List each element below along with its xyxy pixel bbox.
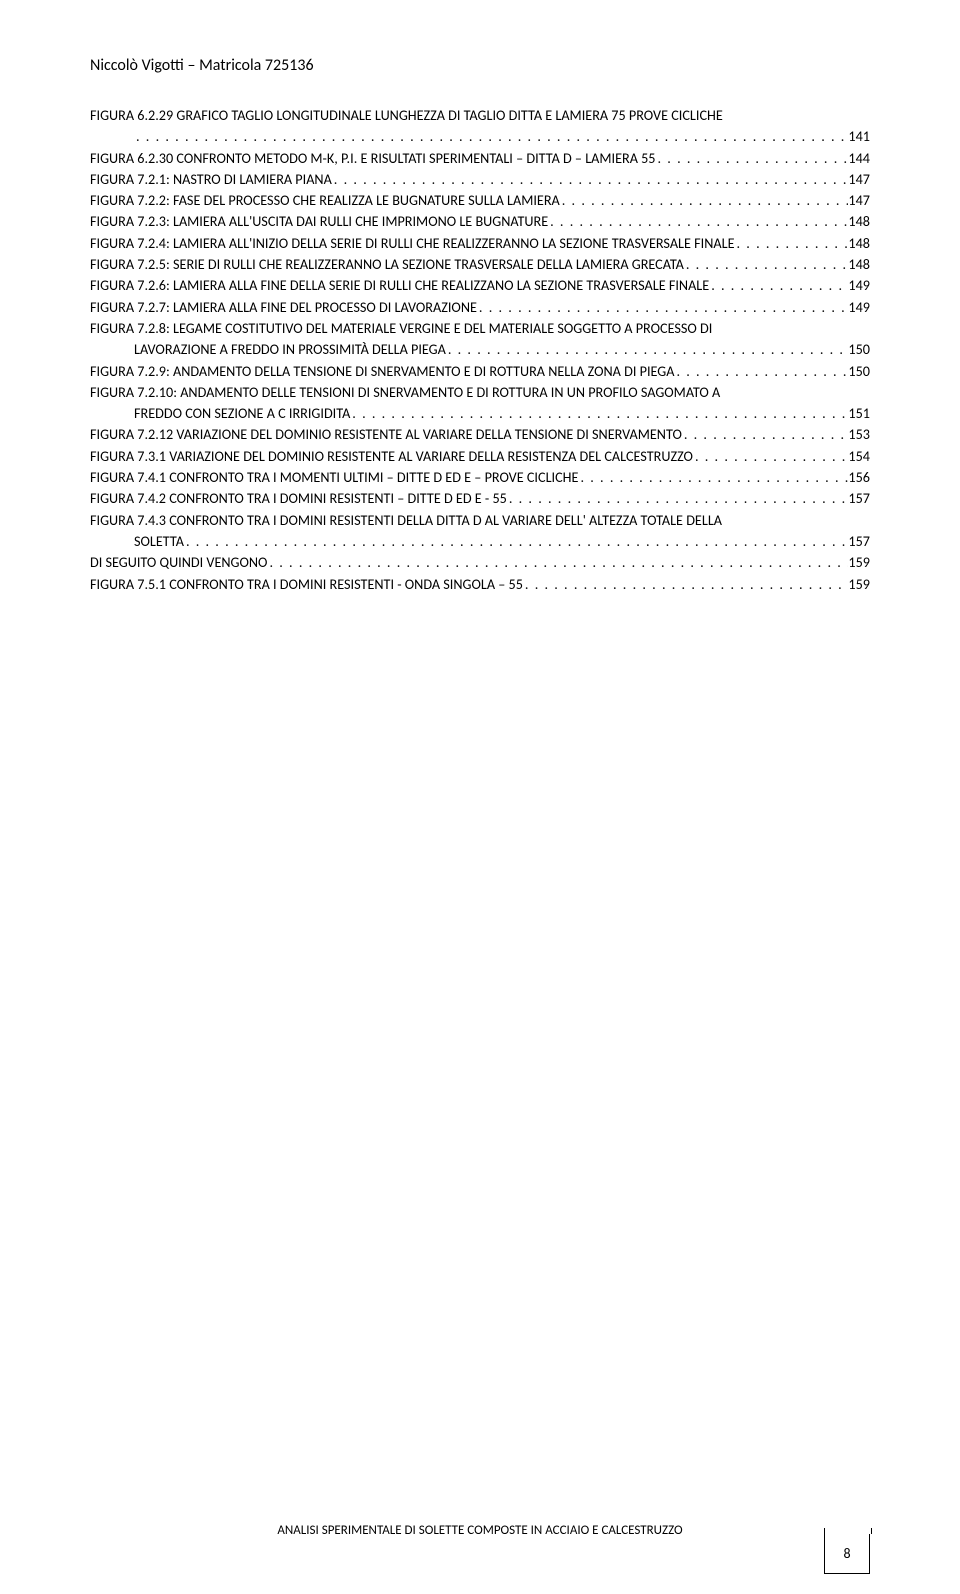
toc-leader-dots: . . . . . . . . . . . . . . . . . . . . … [332, 169, 849, 190]
toc-label: DI SEGUITO QUINDI VENGONO [90, 552, 267, 573]
toc-page-number: 159 [848, 552, 870, 573]
toc-label: FIGURA 7.4.2 CONFRONTO TRA I DOMINI RESI… [90, 488, 507, 509]
toc-label: LAVORAZIONE A FREDDO IN PROSSIMITÀ DELLA… [134, 339, 446, 360]
toc-page-number: 148 [848, 233, 870, 254]
toc-entry: DI SEGUITO QUINDI VENGONO . . . . . . . … [90, 552, 870, 573]
toc-page-number: 147 [848, 190, 870, 211]
page-footer: ANALISI SPERIMENTALE DI SOLETTE COMPOSTE… [90, 1523, 870, 1538]
toc-entry: FIGURA 7.4.3 CONFRONTO TRA I DOMINI RESI… [90, 510, 870, 531]
toc-entry: FIGURA 7.2.7: LAMIERA ALLA FINE DEL PROC… [90, 297, 870, 318]
toc-label: FIGURA 7.2.8: LEGAME COSTITUTIVO DEL MAT… [90, 318, 712, 339]
toc-entry: FIGURA 7.2.1: NASTRO DI LAMIERA PIANA . … [90, 169, 870, 190]
toc-entry: FIGURA 7.2.3: LAMIERA ALL'USCITA DAI RUL… [90, 211, 870, 232]
toc-label: FIGURA 7.2.12 VARIAZIONE DEL DOMINIO RES… [90, 424, 682, 445]
toc-entry: FIGURA 7.4.1 CONFRONTO TRA I MOMENTI ULT… [90, 467, 870, 488]
toc-page-number: 151 [848, 403, 870, 424]
toc-entry: FIGURA 7.2.9: ANDAMENTO DELLA TENSIONE D… [90, 361, 870, 382]
toc-entry: FIGURA 7.4.2 CONFRONTO TRA I DOMINI RESI… [90, 488, 870, 509]
toc-leader-dots: . . . . . . . . . . . . . . . . . . . . … [350, 403, 848, 424]
toc-page-number: 157 [848, 488, 870, 509]
toc-label: FIGURA 6.2.29 GRAFICO TAGLIO LONGITUDINA… [90, 105, 723, 126]
toc-label: FIGURA 7.2.10: ANDAMENTO DELLE TENSIONI … [90, 382, 720, 403]
toc-entry: FIGURA 7.2.8: LEGAME COSTITUTIVO DEL MAT… [90, 318, 870, 339]
toc-label: FIGURA 7.5.1 CONFRONTO TRA I DOMINI RESI… [90, 574, 523, 595]
toc-page-number: 157 [848, 531, 870, 552]
toc-label: FIGURA 7.2.7: LAMIERA ALLA FINE DEL PROC… [90, 297, 477, 318]
toc-entry: FIGURA 7.2.5: SERIE DI RULLI CHE REALIZZ… [90, 254, 870, 275]
document-page: Niccolò Vigotti – Matricola 725136 FIGUR… [0, 0, 960, 1594]
toc-leader-dots: . . . . . . . . . . . . . . . . . . . . … [267, 552, 848, 573]
toc-leader-dots: . . . . . . . . . . . . . . . . . . . . … [709, 275, 848, 296]
toc-entry: FIGURA 7.2.2: FASE DEL PROCESSO CHE REAL… [90, 190, 870, 211]
toc-leader-dots: . . . . . . . . . . . . . . . . . . . . … [674, 361, 848, 382]
page-header: Niccolò Vigotti – Matricola 725136 [90, 56, 870, 75]
toc-page-number: 148 [848, 211, 870, 232]
toc-leader-dots: . . . . . . . . . . . . . . . . . . . . … [656, 148, 849, 169]
toc-entry: FIGURA 7.2.10: ANDAMENTO DELLE TENSIONI … [90, 382, 870, 403]
toc-label: FIGURA 7.2.1: NASTRO DI LAMIERA PIANA [90, 169, 332, 190]
toc-entry: SOLETTA . . . . . . . . . . . . . . . . … [90, 531, 870, 552]
toc-label: FREDDO CON SEZIONE A C IRRIGIDITA [134, 403, 350, 424]
toc-leader-dots: . . . . . . . . . . . . . . . . . . . . … [735, 233, 849, 254]
toc-leader-dots: . . . . . . . . . . . . . . . . . . . . … [693, 446, 848, 467]
table-of-contents: FIGURA 6.2.29 GRAFICO TAGLIO LONGITUDINA… [90, 105, 870, 595]
toc-label: FIGURA 7.2.4: LAMIERA ALL'INIZIO DELLA S… [90, 233, 735, 254]
toc-leader-dots: . . . . . . . . . . . . . . . . . . . . … [682, 424, 849, 445]
toc-entry: FIGURA 7.5.1 CONFRONTO TRA I DOMINI RESI… [90, 574, 870, 595]
toc-entry: FIGURA 6.2.29 GRAFICO TAGLIO LONGITUDINA… [90, 105, 870, 126]
toc-label: FIGURA 7.4.3 CONFRONTO TRA I DOMINI RESI… [90, 510, 722, 531]
toc-entry: FIGURA 7.2.12 VARIAZIONE DEL DOMINIO RES… [90, 424, 870, 445]
toc-label: SOLETTA [134, 531, 184, 552]
toc-page-number: 149 [848, 297, 870, 318]
toc-label: FIGURA 7.3.1 VARIAZIONE DEL DOMINIO RESI… [90, 446, 693, 467]
toc-label: FIGURA 7.2.5: SERIE DI RULLI CHE REALIZZ… [90, 254, 684, 275]
toc-entry: FREDDO CON SEZIONE A C IRRIGIDITA . . . … [90, 403, 870, 424]
toc-leader-dots: . . . . . . . . . . . . . . . . . . . . … [477, 297, 849, 318]
toc-entry: FIGURA 7.3.1 VARIAZIONE DEL DOMINIO RESI… [90, 446, 870, 467]
toc-leader-dots: . . . . . . . . . . . . . . . . . . . . … [507, 488, 849, 509]
toc-entry: FIGURA 6.2.30 CONFRONTO METODO M-K, P.I.… [90, 148, 870, 169]
toc-leader-dots: . . . . . . . . . . . . . . . . . . . . … [684, 254, 849, 275]
toc-page-number: 141 [848, 126, 870, 147]
toc-entry: LAVORAZIONE A FREDDO IN PROSSIMITÀ DELLA… [90, 339, 870, 360]
toc-entry-continuation: . . . . . . . . . . . . . . . . . . . . … [90, 126, 870, 147]
toc-entry: FIGURA 7.2.6: LAMIERA ALLA FINE DELLA SE… [90, 275, 870, 296]
toc-page-number: 147 [848, 169, 870, 190]
page-number: 8 [824, 1534, 870, 1574]
toc-leader-dots: . . . . . . . . . . . . . . . . . . . . … [134, 126, 848, 147]
toc-label: FIGURA 7.2.9: ANDAMENTO DELLA TENSIONE D… [90, 361, 674, 382]
toc-label: FIGURA 6.2.30 CONFRONTO METODO M-K, P.I.… [90, 148, 656, 169]
toc-label: FIGURA 7.2.2: FASE DEL PROCESSO CHE REAL… [90, 190, 560, 211]
toc-page-number: 150 [848, 339, 870, 360]
toc-page-number: 144 [848, 148, 870, 169]
toc-leader-dots: . . . . . . . . . . . . . . . . . . . . … [548, 211, 848, 232]
toc-page-number: 148 [848, 254, 870, 275]
toc-leader-dots: . . . . . . . . . . . . . . . . . . . . … [446, 339, 849, 360]
toc-entry: FIGURA 7.2.4: LAMIERA ALL'INIZIO DELLA S… [90, 233, 870, 254]
toc-leader-dots: . . . . . . . . . . . . . . . . . . . . … [560, 190, 849, 211]
toc-leader-dots: . . . . . . . . . . . . . . . . . . . . … [184, 531, 848, 552]
toc-label: FIGURA 7.4.1 CONFRONTO TRA I MOMENTI ULT… [90, 467, 578, 488]
toc-leader-dots: . . . . . . . . . . . . . . . . . . . . … [523, 574, 849, 595]
toc-page-number: 156 [848, 467, 870, 488]
toc-page-number: 154 [848, 446, 870, 467]
toc-label: FIGURA 7.2.3: LAMIERA ALL'USCITA DAI RUL… [90, 211, 548, 232]
toc-page-number: 150 [848, 361, 870, 382]
toc-page-number: 159 [848, 574, 870, 595]
toc-page-number: 149 [848, 275, 870, 296]
toc-label: FIGURA 7.2.6: LAMIERA ALLA FINE DELLA SE… [90, 275, 709, 296]
toc-page-number: 153 [848, 424, 870, 445]
toc-leader-dots: . . . . . . . . . . . . . . . . . . . . … [578, 467, 848, 488]
